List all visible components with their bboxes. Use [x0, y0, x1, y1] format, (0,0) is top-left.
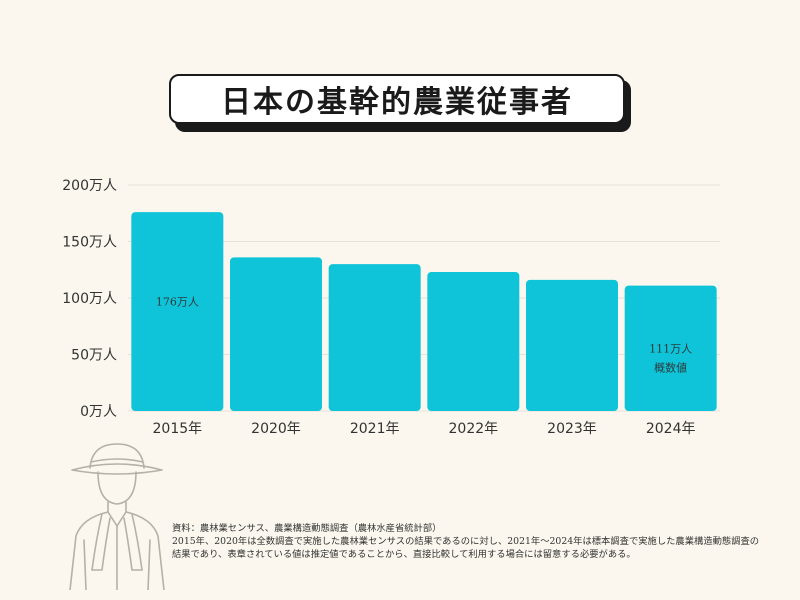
- bar-2023年: [526, 279, 618, 411]
- x-tick-label: 2024年: [646, 421, 696, 437]
- y-axis-labels: 0万人 50万人 100万人 150万人 200万人: [62, 178, 117, 420]
- y-tick-label: 0万人: [80, 404, 117, 420]
- bar-2015年: [131, 212, 224, 411]
- x-tick-label: 2015年: [153, 421, 203, 437]
- x-tick-label: 2022年: [449, 421, 499, 437]
- y-tick-label: 100万人: [62, 291, 117, 307]
- title-box: 日本の基幹的農業従事者: [169, 74, 625, 124]
- source-line-1: 資料：農林業センサス、農業構造動態調査（農林水産省統計部）: [172, 523, 442, 534]
- source-line-3: 結果であり、表章されている値は推定値であることから、直接比較して利用する場合には…: [172, 549, 636, 560]
- y-tick-label: 150万人: [62, 235, 117, 251]
- data-label: 176万人: [156, 296, 199, 309]
- grid-lines: [128, 184, 720, 412]
- x-tick-label: 2021年: [350, 421, 400, 437]
- source-line-2: 2015年、2020年は全数調査で実施した農林業センサスの結果であるのに対し、2…: [172, 536, 760, 547]
- x-tick-label: 2023年: [547, 421, 597, 437]
- source-note: 資料：農林業センサス、農業構造動態調査（農林水産省統計部） 2015年、2020…: [172, 522, 792, 561]
- y-tick-label: 50万人: [71, 348, 117, 364]
- y-tick-label: 200万人: [62, 178, 117, 194]
- data-label: 111万人: [649, 342, 692, 355]
- bar-2024年: [624, 285, 717, 411]
- bar-2021年: [328, 264, 421, 411]
- page-title: 日本の基幹的農業従事者: [221, 85, 573, 120]
- x-axis-labels: 2015年 2020年 2021年 2022年 2023年 2024年: [153, 421, 696, 437]
- bars: [131, 212, 717, 411]
- bar-2022年: [427, 272, 520, 411]
- data-label: 概数値: [654, 361, 687, 374]
- x-tick-label: 2020年: [251, 421, 301, 437]
- farmer-icon: [69, 443, 165, 590]
- bar-2020年: [230, 257, 322, 411]
